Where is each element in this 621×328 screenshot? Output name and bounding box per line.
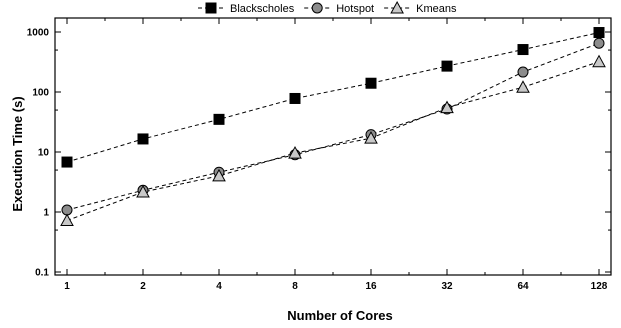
kmeans-point	[288, 146, 302, 159]
kmeans-point	[212, 168, 226, 182]
y-axis-title: Execution Time (s)	[10, 96, 25, 211]
hotspot-legend-label: Hotspot	[336, 3, 374, 15]
hotspot-point	[517, 66, 529, 78]
hotspot-legend-marker	[311, 2, 323, 14]
kmeans-point	[364, 131, 378, 144]
x-axis-title: Number of Cores	[287, 308, 392, 323]
x-tick-label: 1	[64, 281, 70, 292]
kmeans-legend-marker	[390, 0, 404, 14]
x-tick-label: 4	[216, 281, 222, 292]
kmeans-legend-label: Kmeans	[416, 3, 457, 15]
y-tick-label: 1	[43, 208, 49, 219]
x-tick-label: 2	[140, 281, 146, 292]
y-tick-label: 1000	[27, 28, 50, 39]
x-tick-label: 64	[517, 281, 529, 292]
blackscholes-point	[441, 60, 453, 72]
kmeans-line	[66, 61, 600, 222]
plot-frame	[54, 17, 612, 276]
x-tick-label: 32	[441, 281, 453, 292]
x-axis: 1 2 4 8 16 32 64 128	[64, 18, 608, 292]
legend: Blackscholes Hotspot Kmeans	[198, 0, 457, 15]
blackscholes-legend-marker	[205, 2, 217, 14]
blackscholes-legend-label: Blackscholes	[230, 3, 295, 15]
x-tick-label: 128	[591, 281, 608, 292]
kmeans-point	[516, 80, 530, 93]
y-tick-label: 0.1	[35, 268, 49, 279]
blackscholes-point	[517, 44, 529, 56]
x-tick-label: 8	[292, 281, 298, 292]
kmeans-point	[592, 54, 606, 68]
blackscholes-point	[289, 92, 301, 104]
kmeans-point	[440, 100, 454, 114]
y-axis: 0.1 1 10 100 1000	[27, 28, 611, 279]
plot-area	[54, 17, 612, 276]
kmeans-point	[60, 213, 74, 227]
y-tick-label: 100	[32, 88, 49, 99]
hotspot-point	[61, 204, 73, 216]
blackscholes-line	[66, 32, 600, 163]
hotspot-line	[66, 42, 600, 211]
blackscholes-point	[213, 113, 225, 125]
blackscholes-point	[61, 156, 73, 168]
x-tick-label: 16	[365, 281, 377, 292]
kmeans-point	[136, 185, 150, 198]
blackscholes-point	[593, 27, 605, 39]
blackscholes-point	[365, 77, 377, 89]
hotspot-point	[593, 37, 605, 49]
blackscholes-point	[137, 133, 149, 145]
y-tick-label: 10	[38, 148, 50, 159]
